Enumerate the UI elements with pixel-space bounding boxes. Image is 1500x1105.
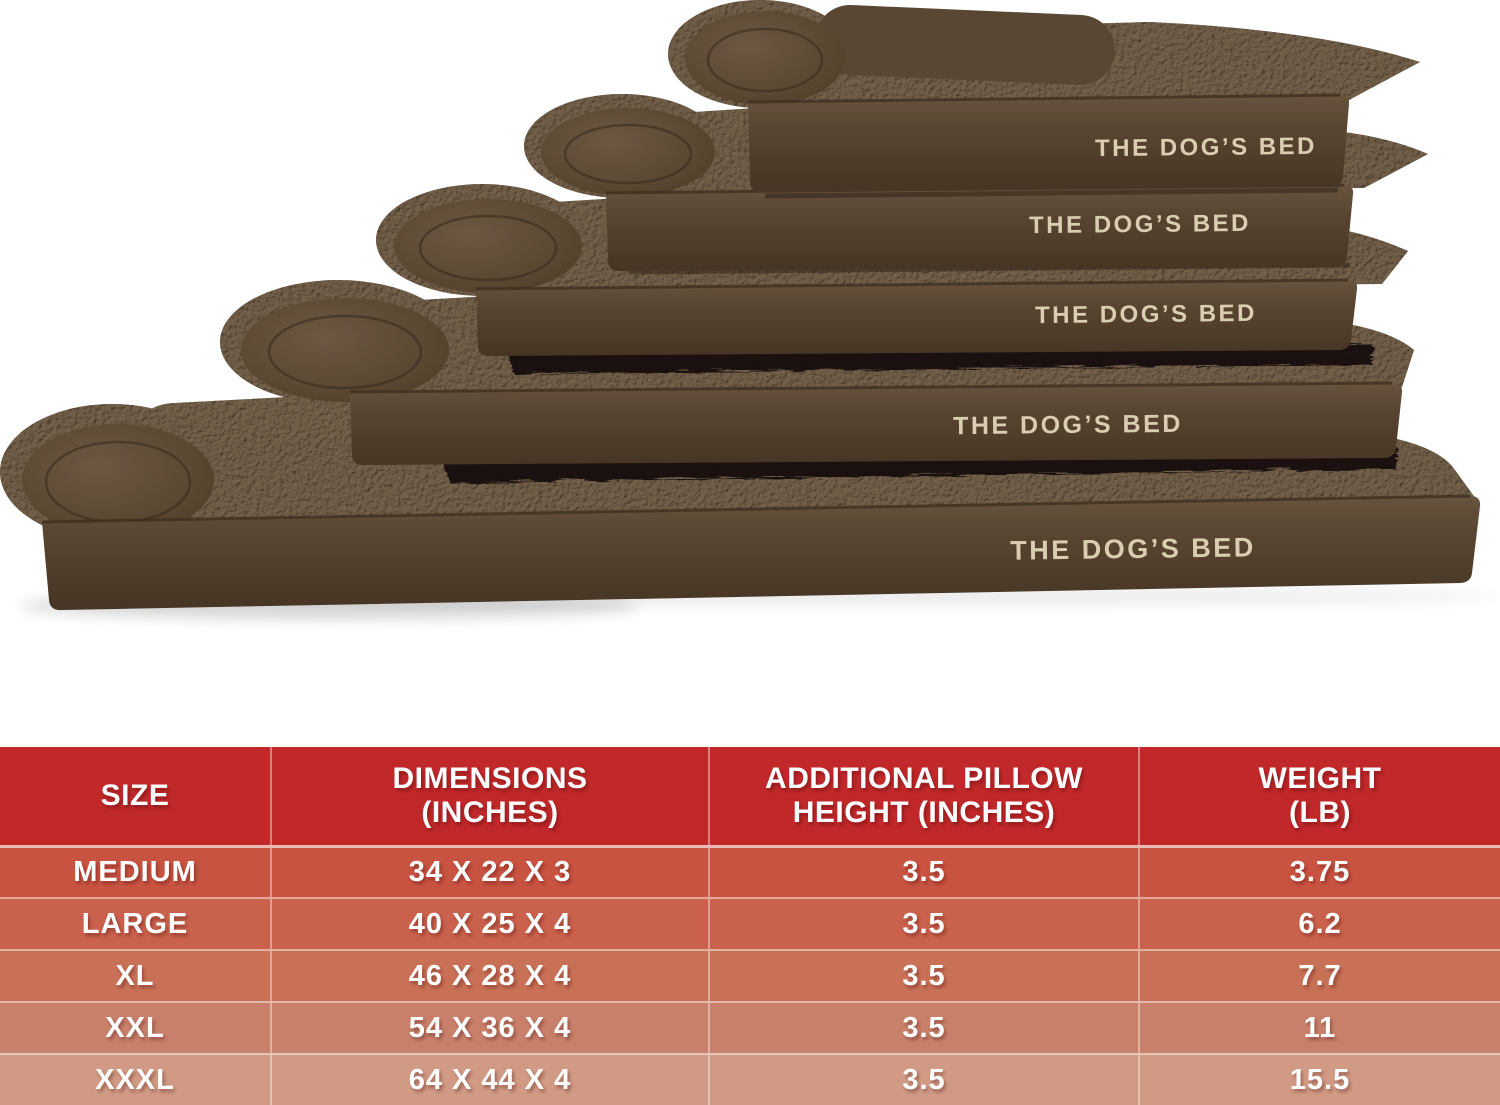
cell-size: MEDIUM — [0, 848, 272, 897]
pillow-height-value: 3.5 — [902, 907, 946, 940]
header-label-line2: HEIGHT (INCHES) — [792, 796, 1056, 829]
header-cell-pillow-height: ADDITIONAL PILLOW HEIGHT (INCHES) — [710, 747, 1140, 845]
dimensions-value: 46 X 28 X 4 — [408, 959, 572, 992]
cell-size: LARGE — [0, 899, 272, 949]
dog-bed-stack-illustration: THE DOG’S BED THE DOG’S BED — [0, 0, 1500, 619]
bed-medium: THE DOG’S BED — [668, 0, 1420, 192]
cell-pillow-height: 3.5 — [710, 951, 1140, 1001]
weight-value: 6.2 — [1298, 907, 1342, 940]
bolster-pillow — [815, 5, 1115, 85]
product-photo-section: THE DOG’S BED THE DOG’S BED — [0, 0, 1500, 619]
cell-size: XL — [0, 951, 272, 1001]
header-label-line2: (INCHES) — [421, 796, 559, 829]
brand-text: THE DOG’S BED — [953, 410, 1183, 440]
size-table-row-xxxl: XXXL 64 X 44 X 4 3.5 15.5 — [0, 1053, 1500, 1105]
cell-weight: 3.75 — [1140, 848, 1500, 897]
dimensions-value: 54 X 36 X 4 — [408, 1011, 572, 1044]
size-table-row-xl: XL 46 X 28 X 4 3.5 7.7 — [0, 949, 1500, 1001]
pillow-height-value: 3.5 — [902, 959, 946, 992]
brand-text: THE DOG’S BED — [1029, 210, 1251, 239]
pillow-height-value: 3.5 — [902, 1063, 946, 1096]
cell-size: XXL — [0, 1003, 272, 1053]
cell-pillow-height: 3.5 — [710, 1055, 1140, 1105]
pillow-height-value: 3.5 — [902, 1011, 946, 1044]
dimensions-value: 34 X 22 X 3 — [408, 856, 572, 888]
header-label: SIZE — [100, 779, 170, 813]
bed-front-face — [42, 496, 1481, 611]
cell-dimensions: 64 X 44 X 4 — [272, 1055, 710, 1105]
size-value: LARGE — [81, 907, 189, 940]
size-value: MEDIUM — [73, 856, 197, 888]
weight-value: 3.75 — [1289, 856, 1351, 888]
size-table-row-xxl: XXL 54 X 36 X 4 3.5 11 — [0, 1001, 1500, 1053]
size-value: XL — [115, 959, 155, 992]
header-cell-size: SIZE — [0, 747, 272, 845]
weight-value: 11 — [1303, 1011, 1337, 1044]
cell-dimensions: 40 X 25 X 4 — [272, 899, 710, 949]
cell-dimensions: 34 X 22 X 3 — [272, 848, 710, 897]
size-table-header-row: SIZE DIMENSIONS (INCHES) ADDITIONAL PILL… — [0, 747, 1500, 845]
bed-front-face — [476, 280, 1358, 356]
size-table: SIZE DIMENSIONS (INCHES) ADDITIONAL PILL… — [0, 747, 1500, 1105]
cell-pillow-height: 3.5 — [710, 899, 1140, 949]
seam-shadow — [764, 187, 1339, 199]
header-cell-weight: WEIGHT (LB) — [1140, 747, 1500, 845]
weight-value: 7.7 — [1298, 959, 1342, 992]
header-label: WEIGHT — [1258, 762, 1382, 796]
weight-value: 15.5 — [1289, 1063, 1351, 1096]
brand-text: THE DOG’S BED — [1010, 532, 1256, 565]
header-label: ADDITIONAL PILLOW — [765, 762, 1083, 796]
dimensions-value: 64 X 44 X 4 — [408, 1063, 572, 1096]
size-table-row-medium: MEDIUM 34 X 22 X 3 3.5 3.75 — [0, 845, 1500, 897]
cell-weight: 6.2 — [1140, 899, 1500, 949]
cell-dimensions: 54 X 36 X 4 — [272, 1003, 710, 1053]
bed-front-face — [748, 95, 1350, 192]
brand-text: THE DOG’S BED — [1095, 133, 1317, 162]
header-label-line2: (LB) — [1289, 796, 1351, 829]
pillow-height-value: 3.5 — [902, 856, 946, 888]
size-table-row-large: LARGE 40 X 25 X 4 3.5 6.2 — [0, 897, 1500, 949]
header-cell-dimensions: DIMENSIONS (INCHES) — [272, 747, 710, 845]
header-label: DIMENSIONS — [392, 762, 588, 796]
cell-pillow-height: 3.5 — [710, 848, 1140, 897]
cell-weight: 15.5 — [1140, 1055, 1500, 1105]
cell-pillow-height: 3.5 — [710, 1003, 1140, 1053]
bolster-cap — [241, 298, 449, 402]
bed-front-face — [350, 383, 1403, 465]
bed-front-face — [606, 185, 1354, 271]
size-value: XXXL — [95, 1063, 175, 1096]
cell-weight: 11 — [1140, 1003, 1500, 1053]
cell-size: XXXL — [0, 1055, 272, 1105]
bolster-cap — [394, 199, 582, 293]
size-value: XXL — [105, 1011, 165, 1044]
cell-weight: 7.7 — [1140, 951, 1500, 1001]
cell-dimensions: 46 X 28 X 4 — [272, 951, 710, 1001]
brand-text: THE DOG’S BED — [1035, 300, 1257, 329]
dimensions-value: 40 X 25 X 4 — [408, 907, 572, 940]
